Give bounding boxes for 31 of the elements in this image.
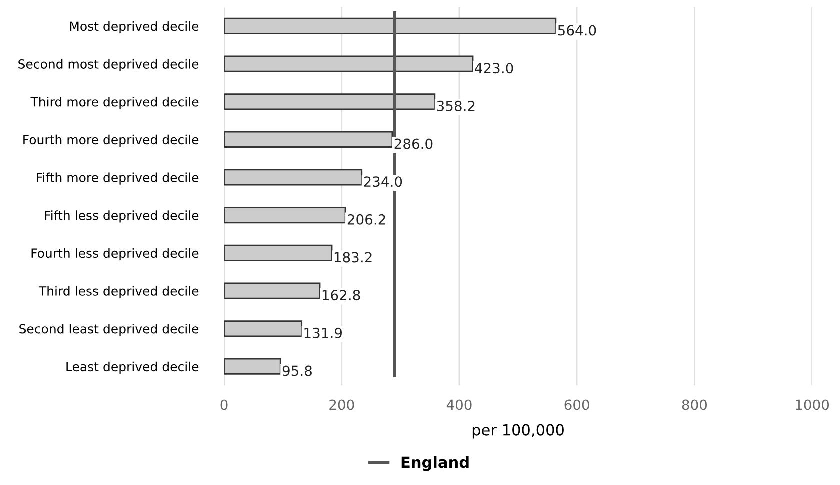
y-tick-label: Fourth more deprived decile	[24, 134, 199, 148]
data-label: 234.0	[364, 176, 402, 188]
y-tick-label: Fifth less deprived decile	[45, 210, 199, 223]
y-tick-label: Fifth more deprived decile	[37, 172, 199, 185]
x-tick-label: 400	[446, 400, 472, 410]
y-tick-label: Most deprived decile	[70, 21, 199, 34]
legend-label: England	[402, 456, 469, 472]
y-tick-label: Second least deprived decile	[20, 324, 199, 336]
data-label: 95.8	[282, 366, 312, 376]
x-tick-label: 0	[220, 400, 228, 410]
data-label: 183.2	[334, 252, 372, 263]
data-label: 564.0	[558, 25, 596, 36]
bar	[224, 358, 282, 375]
data-label: 358.2	[437, 100, 475, 112]
y-tick-label: Second most deprived decile	[18, 59, 199, 72]
x-tick-label: 200	[330, 400, 354, 410]
x-axis-title: per 100,000	[472, 424, 564, 439]
x-tick-label: 800	[682, 400, 708, 410]
y-tick-label: Third more deprived decile	[30, 97, 199, 110]
data-label: 423.0	[475, 63, 514, 74]
data-label: 286.0	[394, 138, 433, 150]
data-label: 162.8	[322, 290, 360, 301]
bar	[224, 56, 474, 72]
x-tick-label: 1000	[796, 400, 830, 410]
y-tick-label: Fourth less deprived decile	[32, 248, 199, 261]
y-tick-label: Third less deprived decile	[38, 286, 199, 298]
x-tick-label: 600	[564, 400, 590, 410]
data-label: 131.9	[304, 328, 342, 338]
bar	[224, 207, 346, 224]
y-tick-label: Least deprived decile	[66, 362, 199, 374]
data-label: 206.2	[348, 214, 386, 225]
